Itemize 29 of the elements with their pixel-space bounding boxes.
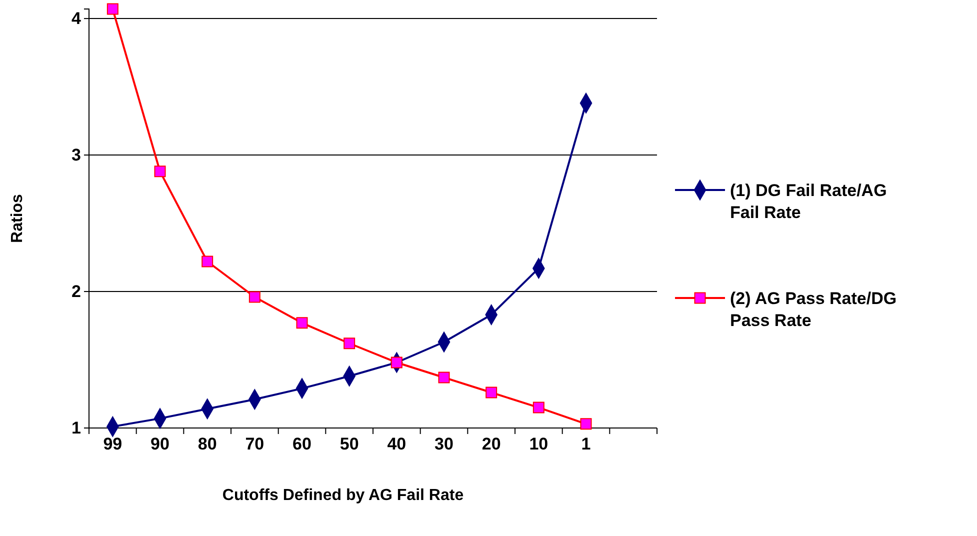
x-tick-label: 80 [198,434,217,454]
y-tick-label: 1 [72,418,81,438]
point [106,3,118,15]
x-tick-label: 40 [387,434,406,454]
point [532,402,544,414]
y-axis-title: Ratios [9,194,26,243]
point [438,372,450,384]
x-tick-label: 30 [434,434,454,454]
x-tick-label: 50 [340,434,359,454]
x-tick-label: 90 [150,434,170,454]
point [486,386,498,398]
point [344,338,356,350]
x-tick-label: 10 [529,434,548,454]
point [154,166,166,178]
x-tick-label: 60 [292,434,312,454]
x-axis-title: Cutoffs Defined by AG Fail Rate [222,487,464,504]
point [248,291,260,303]
x-tick-label: 1 [581,434,591,454]
y-tick-label: 2 [72,282,81,301]
legend-label: (2) AG Pass Rate/DG Pass Rate [730,289,897,330]
x-tick-label: 20 [482,434,501,454]
y-tick-label: 4 [72,8,82,28]
x-tick-label: 70 [245,434,264,454]
x-tick-label: 99 [103,434,122,454]
point [202,256,214,268]
point [580,418,592,430]
legend-label: (1) DG Fail Rate/AG Fail Rate [730,181,887,222]
y-tick-label: 3 [72,145,81,164]
point [296,317,308,329]
